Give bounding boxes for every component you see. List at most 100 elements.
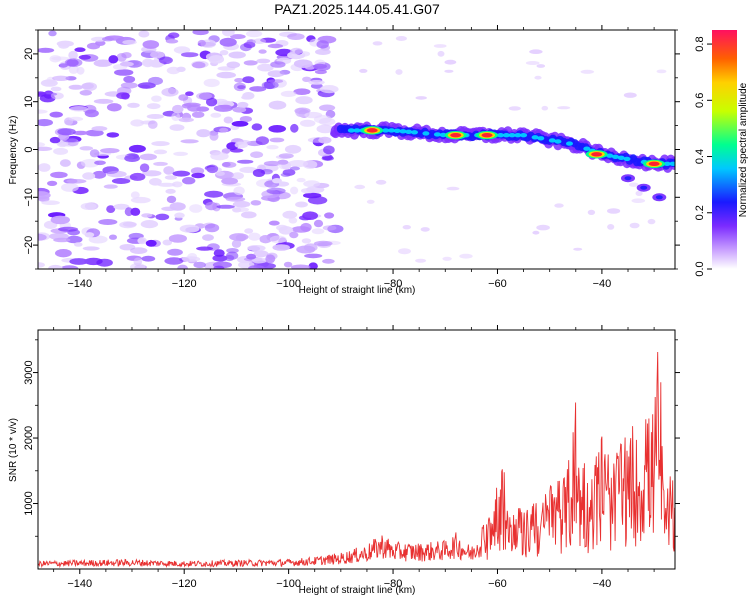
- track-branch-core: [655, 195, 663, 200]
- heatmap-faint-blob: [375, 179, 387, 185]
- heatmap-noise-blob: [50, 92, 64, 100]
- heatmap-faint-blob: [607, 208, 621, 214]
- heatmap-faint-blob: [508, 106, 521, 111]
- heatmap-noise-blob: [247, 245, 266, 252]
- heatmap-noise-blob: [177, 264, 188, 269]
- heatmap-noise-blob: [141, 255, 156, 262]
- heatmap-noise-blob: [180, 139, 199, 144]
- heatmap-noise-blob: [282, 210, 298, 219]
- heatmap-noise-blob: [68, 65, 79, 74]
- y-tick-label: 0: [23, 146, 35, 152]
- heatmap-noise-blob: [204, 223, 220, 233]
- heatmap-noise-blob: [248, 232, 261, 241]
- heatmap-noise-blob: [173, 46, 191, 54]
- heatmap-faint-blob: [534, 75, 542, 80]
- heatmap-noise-blob: [82, 246, 100, 251]
- heatmap-noise-blob: [287, 33, 305, 40]
- heatmap-noise-blob: [89, 149, 100, 158]
- heatmap-faint-blob: [372, 41, 383, 46]
- track-core-blob: [433, 132, 441, 137]
- heatmap-faint-blob: [631, 198, 646, 203]
- track-core-blob: [531, 135, 539, 140]
- heatmap-noise-blob: [84, 257, 103, 266]
- heatmap-noise-blob: [311, 228, 325, 235]
- colorbar-tick-label: 0.4: [694, 149, 706, 164]
- heatmap-noise-blob: [139, 153, 157, 161]
- y-tick-label: 20: [23, 48, 35, 60]
- heatmap-noise-blob: [321, 155, 334, 161]
- heatmap-noise-blob: [250, 151, 264, 158]
- peak-core: [591, 152, 603, 157]
- heatmap-noise-blob: [47, 180, 58, 186]
- heatmap-noise-blob: [151, 141, 170, 147]
- heatmap-noise-blob: [266, 187, 286, 195]
- heatmap-noise-blob: [299, 119, 316, 127]
- heatmap-noise-blob: [231, 120, 249, 127]
- x-tick-label: −60: [488, 578, 507, 590]
- heatmap-noise-blob: [230, 34, 246, 40]
- heatmap-noise-blob: [289, 166, 300, 171]
- heatmap-noise-blob: [122, 39, 137, 45]
- heatmap-noise-blob: [268, 125, 287, 133]
- heatmap-noise-blob: [78, 54, 91, 60]
- heatmap-noise-blob: [130, 263, 146, 269]
- heatmap-noise-blob: [155, 213, 170, 221]
- heatmap-noise-blob: [57, 128, 76, 136]
- heatmap-noise-blob: [288, 217, 298, 224]
- heatmap-noise-blob: [224, 254, 235, 262]
- track-core-blob: [393, 128, 401, 133]
- heatmap-noise-blob: [324, 212, 335, 219]
- heatmap-noise-blob: [53, 147, 69, 155]
- heatmap-noise-blob: [268, 220, 280, 226]
- heatmap-noise-blob: [296, 177, 306, 183]
- track-core-blob: [548, 138, 556, 143]
- x-tick-label: −140: [67, 278, 92, 290]
- heatmap-noise-blob: [267, 43, 284, 49]
- heatmap-noise-blob: [171, 112, 181, 121]
- heatmap-noise-blob: [225, 196, 246, 202]
- heatmap-noise-blob: [251, 123, 263, 131]
- heatmap-noise-blob: [174, 212, 185, 219]
- heatmap-noise-blob: [290, 186, 299, 195]
- heatmap-noise-blob: [138, 30, 150, 38]
- heatmap-faint-blob: [395, 36, 407, 41]
- heatmap-faint-blob: [536, 224, 550, 231]
- heatmap-noise-blob: [208, 55, 225, 64]
- heatmap-noise-blob: [248, 265, 265, 269]
- heatmap-noise-blob: [255, 136, 269, 146]
- heatmap-noise-blob: [290, 47, 303, 55]
- heatmap-noise-blob: [100, 148, 120, 154]
- heatmap-noise-blob: [172, 181, 183, 188]
- heatmap-noise-blob: [280, 172, 291, 177]
- heatmap-faint-blob: [446, 186, 460, 191]
- heatmap-noise-blob: [93, 98, 114, 104]
- heatmap-noise-blob: [124, 154, 140, 162]
- heatmap-faint-blob: [656, 69, 667, 74]
- heatmap-noise-blob: [252, 169, 265, 177]
- heatmap-noise-blob: [142, 40, 160, 49]
- heatmap-noise-blob: [316, 40, 329, 49]
- heatmap-noise-blob: [278, 226, 294, 235]
- snr-panel: −140 −120 −100 −80 −60 −40 1000 2000 3000 Heigh…: [8, 325, 680, 596]
- heatmap-noise-blob: [242, 76, 255, 84]
- heatmap-noise-blob: [111, 178, 131, 184]
- heatmap-noise-blob: [50, 86, 62, 92]
- heatmap-noise-blob: [49, 111, 63, 118]
- heatmap-faint-blob: [573, 247, 583, 251]
- heatmap-noise-blob: [243, 60, 258, 66]
- heatmap-noise-blob: [56, 40, 74, 47]
- heatmap-noise-blob: [130, 191, 140, 199]
- heatmap-noise-blob: [189, 204, 203, 213]
- heatmap-noise-blob: [288, 160, 309, 168]
- heatmap-noise-blob: [289, 231, 299, 239]
- heatmap-noise-blob: [278, 153, 294, 159]
- heatmap-noise-blob: [268, 100, 287, 110]
- heatmap-noise-blob: [133, 257, 143, 266]
- heatmap-noise-blob: [120, 61, 134, 67]
- snr-frame: [37, 329, 676, 570]
- track-core-blob: [537, 136, 545, 141]
- bottom-x-axis-label: Height of straight line (km): [299, 585, 416, 596]
- heatmap-noise-blob: [302, 76, 312, 83]
- heatmap-noise-blob: [168, 32, 180, 39]
- heatmap-noise-blob: [172, 104, 184, 114]
